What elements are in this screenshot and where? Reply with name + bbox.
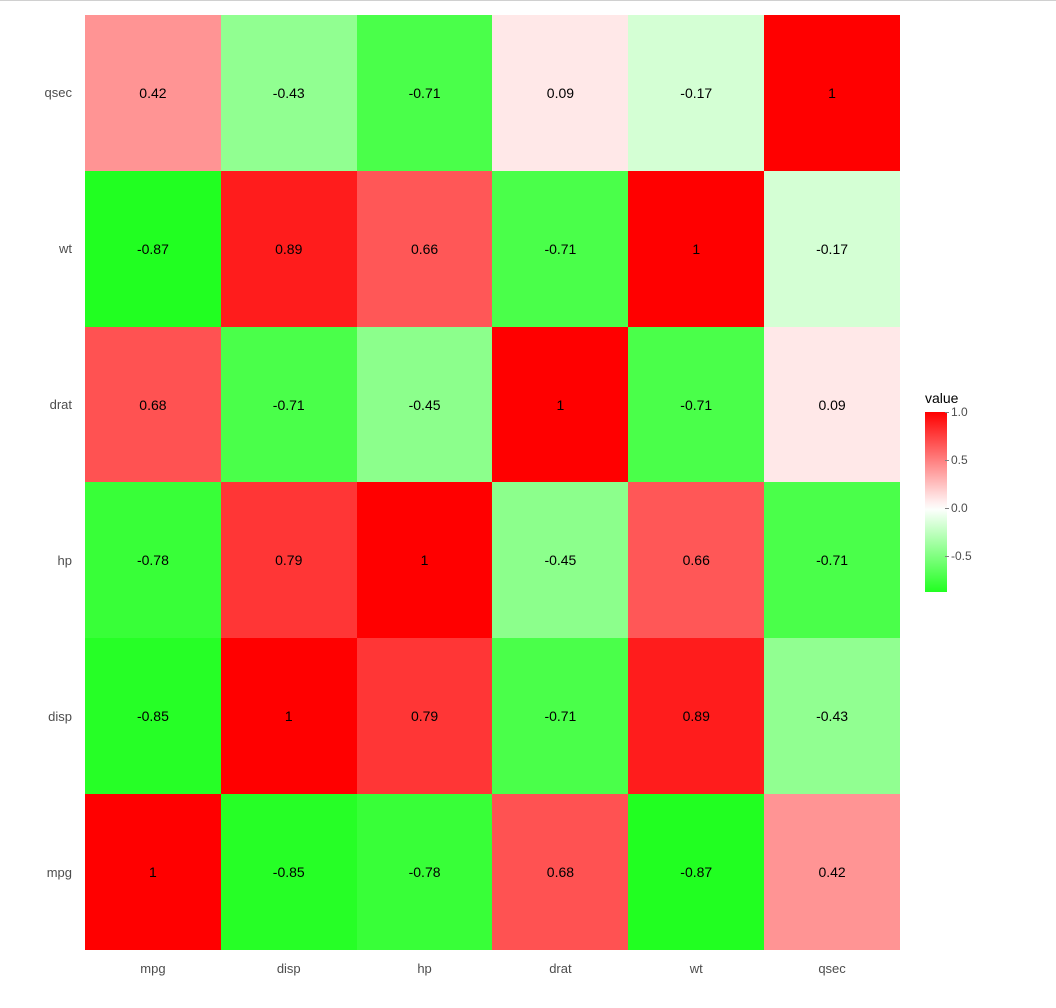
heatmap-cell: 0.42 <box>764 794 900 950</box>
x-axis-label: wt <box>628 955 764 995</box>
y-axis-label: disp <box>0 638 80 794</box>
heatmap-cell: -0.71 <box>357 15 493 171</box>
legend-body: 1.00.50.0-0.5 <box>925 412 1045 592</box>
heatmap-cell: -0.71 <box>764 482 900 638</box>
heatmap-cell: -0.71 <box>221 327 357 483</box>
heatmap-cell: -0.43 <box>221 15 357 171</box>
x-axis-label: hp <box>357 955 493 995</box>
heatmap-cell: 0.66 <box>357 171 493 327</box>
y-axis-label: hp <box>0 482 80 638</box>
heatmap-figure: qsecwtdrathpdispmpg 0.42-0.43-0.710.09-0… <box>0 0 1056 1008</box>
heatmap-cell: 0.79 <box>357 638 493 794</box>
heatmap-cell: -0.85 <box>221 794 357 950</box>
heatmap-cell: 1 <box>764 15 900 171</box>
heatmap-cell: -0.87 <box>628 794 764 950</box>
legend-colorbar <box>925 412 947 592</box>
legend-tick-label: 0.0 <box>951 501 968 515</box>
heatmap-cell: 0.66 <box>628 482 764 638</box>
heatmap-cell: -0.87 <box>85 171 221 327</box>
heatmap-cell: 0.68 <box>85 327 221 483</box>
top-border-rule <box>0 0 1056 1</box>
heatmap-cell: 0.79 <box>221 482 357 638</box>
heatmap-cell: 0.09 <box>764 327 900 483</box>
y-axis-label: drat <box>0 327 80 483</box>
heatmap-cell: -0.71 <box>492 171 628 327</box>
heatmap-cell: 0.68 <box>492 794 628 950</box>
heatmap-cell: -0.71 <box>628 327 764 483</box>
heatmap-cell: -0.45 <box>492 482 628 638</box>
y-axis: qsecwtdrathpdispmpg <box>0 15 80 950</box>
heatmap-cell: -0.17 <box>628 15 764 171</box>
heatmap-grid: 0.42-0.43-0.710.09-0.171-0.870.890.66-0.… <box>85 15 900 950</box>
heatmap-cell: -0.78 <box>357 794 493 950</box>
y-axis-label: qsec <box>0 15 80 171</box>
legend-ticks: 1.00.50.0-0.5 <box>947 412 1045 592</box>
color-legend: value 1.0 0.5 0.0 -0.5 <box>925 390 1045 592</box>
heatmap-cell: 0.09 <box>492 15 628 171</box>
legend-title: value <box>925 390 1045 406</box>
legend-tick-label: 1.0 <box>951 405 968 419</box>
heatmap-cell: 1 <box>221 638 357 794</box>
y-axis-label: mpg <box>0 794 80 950</box>
x-axis-label: drat <box>492 955 628 995</box>
heatmap-cell: -0.43 <box>764 638 900 794</box>
x-axis-label: disp <box>221 955 357 995</box>
heatmap-cell: -0.45 <box>357 327 493 483</box>
heatmap-cell: 0.89 <box>628 638 764 794</box>
heatmap-cell: 1 <box>85 794 221 950</box>
heatmap-cell: -0.71 <box>492 638 628 794</box>
heatmap-cell: 0.89 <box>221 171 357 327</box>
x-axis-label: qsec <box>764 955 900 995</box>
heatmap-cell: -0.85 <box>85 638 221 794</box>
heatmap-cell: 1 <box>492 327 628 483</box>
legend-tick-label: -0.5 <box>951 549 972 563</box>
legend-tick-label: 0.5 <box>951 453 968 467</box>
heatmap-cell: -0.78 <box>85 482 221 638</box>
y-axis-label: wt <box>0 171 80 327</box>
heatmap-cell: -0.17 <box>764 171 900 327</box>
heatmap-cell: 1 <box>628 171 764 327</box>
heatmap-cell: 1 <box>357 482 493 638</box>
x-axis-label: mpg <box>85 955 221 995</box>
heatmap-cell: 0.42 <box>85 15 221 171</box>
x-axis: mpgdisphpdratwtqsec <box>85 955 900 995</box>
